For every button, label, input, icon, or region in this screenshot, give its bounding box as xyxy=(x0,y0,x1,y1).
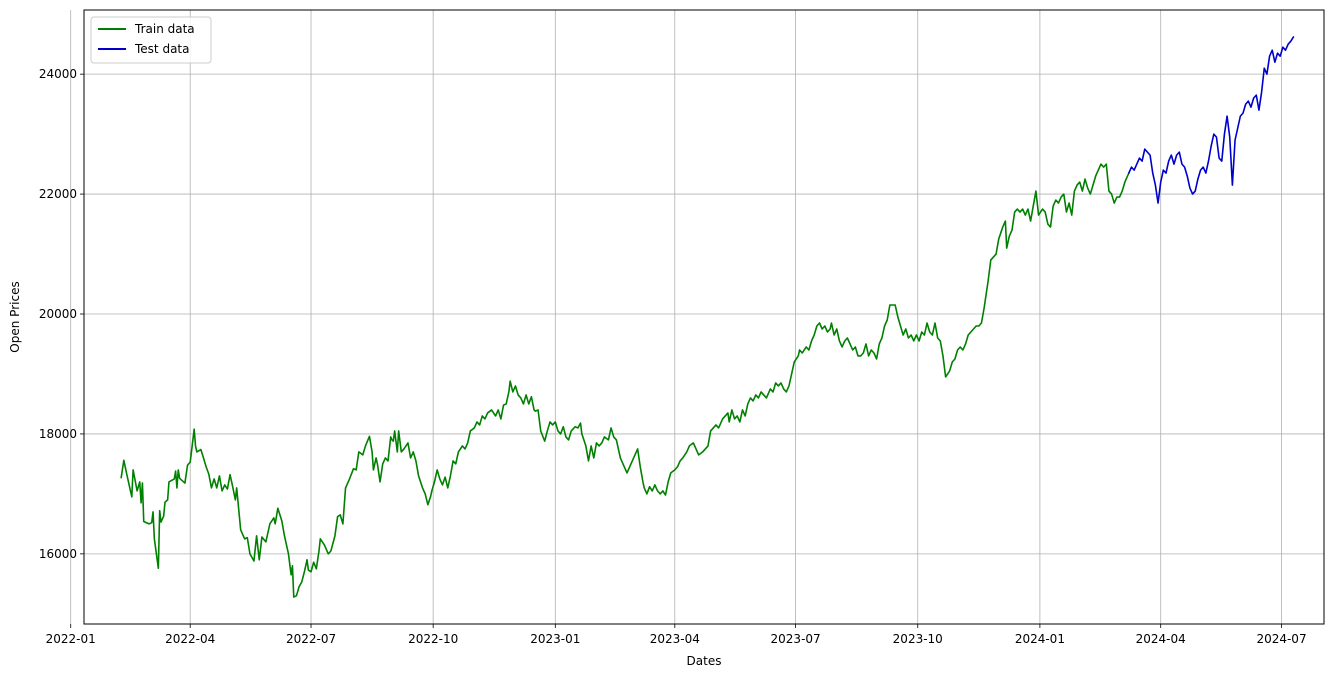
series-layer xyxy=(120,36,1295,598)
x-tick-label: 2022-01 xyxy=(46,632,96,646)
series-line-train xyxy=(120,163,1130,598)
y-axis-label: Open Prices xyxy=(8,281,22,352)
series-line-test xyxy=(1128,36,1295,204)
x-tick-label: 2024-04 xyxy=(1136,632,1186,646)
x-tick-label: 2023-10 xyxy=(893,632,943,646)
plot-frame xyxy=(83,9,1325,625)
grid-lines xyxy=(70,10,1324,624)
x-tick-label: 2024-07 xyxy=(1256,632,1306,646)
x-tick-label: 2023-01 xyxy=(530,632,580,646)
x-tick-label: 2022-07 xyxy=(286,632,336,646)
x-tick-label: 2023-04 xyxy=(650,632,700,646)
x-axis-label: Dates xyxy=(687,654,722,668)
y-tick-label: 18000 xyxy=(39,427,77,441)
legend-label-train: Train data xyxy=(134,22,195,36)
legend: Train data Test data xyxy=(90,16,212,64)
x-tick-label: 2024-01 xyxy=(1015,632,1065,646)
y-tick-label: 20000 xyxy=(39,307,77,321)
legend-label-test: Test data xyxy=(134,42,189,56)
y-axis: 16000 18000 20000 22000 24000 xyxy=(39,67,84,561)
y-tick-label: 16000 xyxy=(39,547,77,561)
x-tick-label: 2022-04 xyxy=(165,632,215,646)
x-tick-label: 2022-10 xyxy=(408,632,458,646)
y-tick-label: 24000 xyxy=(39,67,77,81)
x-axis: 2022-01 2022-04 2022-07 2022-10 2023-01 2023-… xyxy=(46,624,1307,646)
x-tick-label: 2023-07 xyxy=(771,632,821,646)
y-tick-label: 22000 xyxy=(39,187,77,201)
